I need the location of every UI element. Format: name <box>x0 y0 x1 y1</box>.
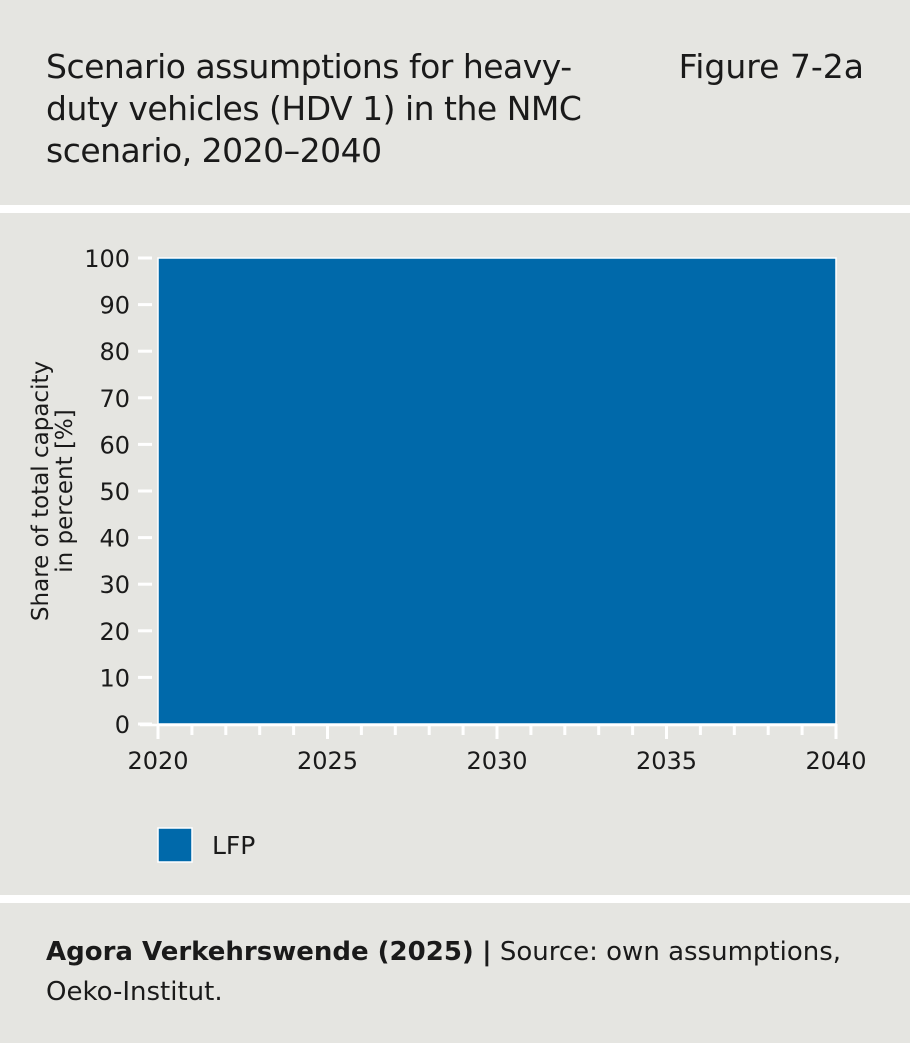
divider-bottom <box>0 895 910 903</box>
chart-title: Scenario assumptions for heavy-duty vehi… <box>46 47 582 170</box>
x-tick-label: 2040 <box>805 747 866 775</box>
legend-label-lfp: LFP <box>212 831 255 860</box>
y-tick-label: 60 <box>99 431 130 459</box>
x-tick-label: 2030 <box>466 747 527 775</box>
legend-swatch-lfp <box>157 827 193 863</box>
area-series-lfp <box>157 257 837 725</box>
x-tick-label: 2035 <box>636 747 697 775</box>
figure-label: Figure 7-2a <box>678 47 864 86</box>
publisher: Agora Verkehrswende (2025) <box>46 937 474 967</box>
y-tick-label: 50 <box>99 478 130 506</box>
y-axis-label-line: Share of total capacity <box>28 361 54 621</box>
y-tick-label: 80 <box>99 338 130 366</box>
footer: Agora Verkehrswende (2025) | Source: own… <box>46 932 846 1012</box>
x-tick-label: 2020 <box>127 747 188 775</box>
y-tick-label: 70 <box>99 385 130 413</box>
y-axis-label-line: in percent [%] <box>52 409 78 572</box>
y-tick-label: 10 <box>99 664 130 692</box>
footer-separator: | <box>482 937 492 967</box>
y-tick-label: 100 <box>84 245 130 273</box>
divider-top <box>0 205 910 213</box>
y-tick-label: 40 <box>99 525 130 553</box>
y-tick-label: 90 <box>99 292 130 320</box>
y-tick-label: 30 <box>99 571 130 599</box>
y-tick-label: 20 <box>99 618 130 646</box>
x-tick-label: 2025 <box>297 747 358 775</box>
source: Source: own assumptions, Oeko-Institut. <box>46 937 842 1007</box>
y-tick-label: 0 <box>115 711 130 739</box>
